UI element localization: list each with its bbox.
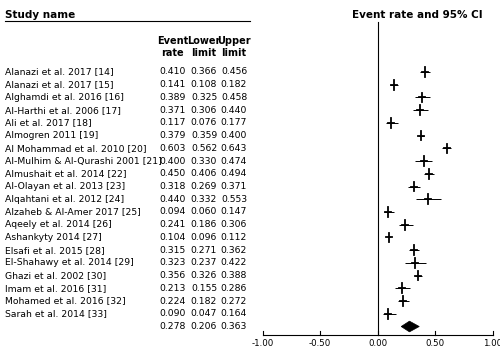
Text: 0.363: 0.363 xyxy=(221,322,247,331)
Text: Al Mohammad et al. 2010 [20]: Al Mohammad et al. 2010 [20] xyxy=(5,144,146,153)
Text: 0.237: 0.237 xyxy=(191,258,217,267)
Text: 0.177: 0.177 xyxy=(221,118,247,127)
Text: 0.117: 0.117 xyxy=(160,118,186,127)
Text: 0.603: 0.603 xyxy=(160,144,186,153)
Text: 0.643: 0.643 xyxy=(221,144,247,153)
Text: 0.474: 0.474 xyxy=(221,157,247,166)
Text: -1.00: -1.00 xyxy=(252,339,274,348)
Text: Mohamed et al. 2016 [32]: Mohamed et al. 2016 [32] xyxy=(5,297,126,306)
Text: 0.269: 0.269 xyxy=(191,182,217,191)
Text: 0.094: 0.094 xyxy=(160,207,186,216)
Text: 0.104: 0.104 xyxy=(160,233,186,242)
Text: Ali et al. 2017 [18]: Ali et al. 2017 [18] xyxy=(5,118,92,127)
Text: 0.141: 0.141 xyxy=(160,80,186,89)
Text: 0.047: 0.047 xyxy=(191,309,217,318)
Text: 0.356: 0.356 xyxy=(160,271,186,280)
Text: 0.440: 0.440 xyxy=(221,106,247,115)
Text: 0.206: 0.206 xyxy=(191,322,217,331)
Text: El-Shahawy et al. 2014 [29]: El-Shahawy et al. 2014 [29] xyxy=(5,258,134,267)
Text: 0.379: 0.379 xyxy=(160,131,186,140)
Text: 0.182: 0.182 xyxy=(191,297,217,306)
Text: Sarah et al. 2014 [33]: Sarah et al. 2014 [33] xyxy=(5,309,107,318)
Text: Aqeely et al. 2014 [26]: Aqeely et al. 2014 [26] xyxy=(5,220,112,229)
Text: 0.323: 0.323 xyxy=(160,258,186,267)
Text: 0.325: 0.325 xyxy=(191,93,217,102)
Text: Elsafi et al. 2015 [28]: Elsafi et al. 2015 [28] xyxy=(5,246,104,255)
Text: Study name: Study name xyxy=(5,10,75,20)
Text: 0.315: 0.315 xyxy=(160,246,186,255)
Text: 0.366: 0.366 xyxy=(191,68,217,77)
Text: 0.182: 0.182 xyxy=(221,80,247,89)
Text: 0.332: 0.332 xyxy=(191,195,217,204)
Text: 0.155: 0.155 xyxy=(191,284,217,293)
Text: -0.50: -0.50 xyxy=(309,339,331,348)
Text: 1.00: 1.00 xyxy=(483,339,500,348)
Text: 0.278: 0.278 xyxy=(160,322,186,331)
Text: 0.422: 0.422 xyxy=(221,258,247,267)
Text: 0.553: 0.553 xyxy=(221,195,247,204)
Text: 0.224: 0.224 xyxy=(160,297,186,306)
Text: Al-Olayan et al. 2013 [23]: Al-Olayan et al. 2013 [23] xyxy=(5,182,125,191)
Text: 0.112: 0.112 xyxy=(221,233,247,242)
Text: 0.213: 0.213 xyxy=(160,284,186,293)
Polygon shape xyxy=(401,321,419,332)
Text: 0.388: 0.388 xyxy=(221,271,247,280)
Text: Alanazi et al. 2017 [14]: Alanazi et al. 2017 [14] xyxy=(5,68,114,77)
Text: 0.494: 0.494 xyxy=(221,169,247,178)
Text: 0.359: 0.359 xyxy=(191,131,217,140)
Text: 0.440: 0.440 xyxy=(160,195,186,204)
Text: 0.400: 0.400 xyxy=(221,131,247,140)
Text: 0.330: 0.330 xyxy=(191,157,217,166)
Text: Event rate and 95% CI: Event rate and 95% CI xyxy=(352,10,482,20)
Text: 0.410: 0.410 xyxy=(160,68,186,77)
Text: 0.326: 0.326 xyxy=(191,271,217,280)
Text: Al-Mulhim & Al-Qurashi 2001 [21]: Al-Mulhim & Al-Qurashi 2001 [21] xyxy=(5,157,162,166)
Text: 0.371: 0.371 xyxy=(221,182,247,191)
Text: Imam et al. 2016 [31]: Imam et al. 2016 [31] xyxy=(5,284,106,293)
Text: 0.450: 0.450 xyxy=(160,169,186,178)
Text: Alqahtani et al. 2012 [24]: Alqahtani et al. 2012 [24] xyxy=(5,195,124,204)
Text: Alghamdi et al. 2016 [16]: Alghamdi et al. 2016 [16] xyxy=(5,93,124,102)
Text: 0.076: 0.076 xyxy=(191,118,217,127)
Text: 0.406: 0.406 xyxy=(191,169,217,178)
Text: 0.456: 0.456 xyxy=(221,68,247,77)
Text: 0.286: 0.286 xyxy=(221,284,247,293)
Text: 0.090: 0.090 xyxy=(160,309,186,318)
Text: 0.306: 0.306 xyxy=(221,220,247,229)
Text: 0.362: 0.362 xyxy=(221,246,247,255)
Text: Alzaheb & Al-Amer 2017 [25]: Alzaheb & Al-Amer 2017 [25] xyxy=(5,207,141,216)
Text: 0.371: 0.371 xyxy=(160,106,186,115)
Text: 0.147: 0.147 xyxy=(221,207,247,216)
Text: 0.458: 0.458 xyxy=(221,93,247,102)
Text: 0.241: 0.241 xyxy=(160,220,186,229)
Text: 0.096: 0.096 xyxy=(191,233,217,242)
Text: 0.00: 0.00 xyxy=(368,339,387,348)
Text: 0.50: 0.50 xyxy=(426,339,444,348)
Text: 0.164: 0.164 xyxy=(221,309,247,318)
Text: 0.389: 0.389 xyxy=(160,93,186,102)
Text: 0.186: 0.186 xyxy=(191,220,217,229)
Text: 0.562: 0.562 xyxy=(191,144,217,153)
Text: Ashankyty 2014 [27]: Ashankyty 2014 [27] xyxy=(5,233,102,242)
Text: Ghazi et al. 2002 [30]: Ghazi et al. 2002 [30] xyxy=(5,271,106,280)
Text: Almogren 2011 [19]: Almogren 2011 [19] xyxy=(5,131,98,140)
Text: 0.108: 0.108 xyxy=(191,80,217,89)
Text: Al-Harthi et al. 2006 [17]: Al-Harthi et al. 2006 [17] xyxy=(5,106,121,115)
Text: Event
rate: Event rate xyxy=(157,36,188,58)
Text: Lower
limit: Lower limit xyxy=(188,36,220,58)
Text: 0.400: 0.400 xyxy=(160,157,186,166)
Text: 0.272: 0.272 xyxy=(221,297,247,306)
Text: Alanazi et al. 2017 [15]: Alanazi et al. 2017 [15] xyxy=(5,80,114,89)
Text: 0.271: 0.271 xyxy=(191,246,217,255)
Text: 0.306: 0.306 xyxy=(191,106,217,115)
Text: 0.318: 0.318 xyxy=(160,182,186,191)
Text: Almushait et al. 2014 [22]: Almushait et al. 2014 [22] xyxy=(5,169,126,178)
Text: 0.060: 0.060 xyxy=(191,207,217,216)
Text: Upper
limit: Upper limit xyxy=(217,36,251,58)
